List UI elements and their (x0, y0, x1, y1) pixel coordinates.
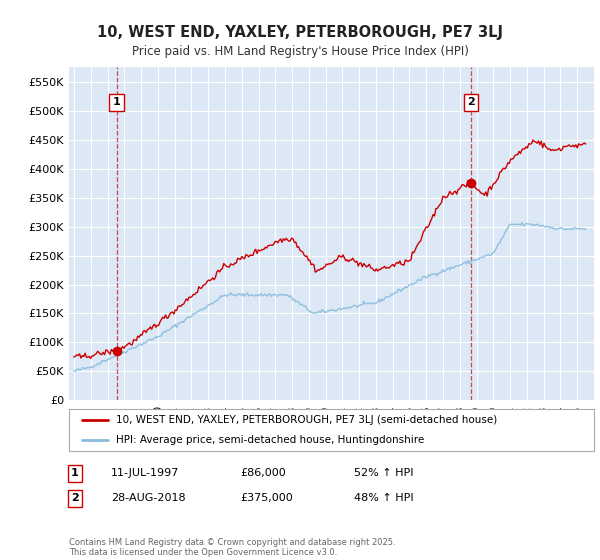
Text: HPI: Average price, semi-detached house, Huntingdonshire: HPI: Average price, semi-detached house,… (116, 435, 425, 445)
Text: £86,000: £86,000 (240, 468, 286, 478)
Text: 1: 1 (71, 468, 79, 478)
Text: 10, WEST END, YAXLEY, PETERBOROUGH, PE7 3LJ: 10, WEST END, YAXLEY, PETERBOROUGH, PE7 … (97, 25, 503, 40)
Text: 2: 2 (71, 493, 79, 503)
Text: Price paid vs. HM Land Registry's House Price Index (HPI): Price paid vs. HM Land Registry's House … (131, 45, 469, 58)
Text: 1: 1 (113, 97, 121, 107)
Text: 52% ↑ HPI: 52% ↑ HPI (354, 468, 413, 478)
Text: 10, WEST END, YAXLEY, PETERBOROUGH, PE7 3LJ (semi-detached house): 10, WEST END, YAXLEY, PETERBOROUGH, PE7 … (116, 415, 497, 425)
Text: 2: 2 (467, 97, 475, 107)
Text: £375,000: £375,000 (240, 493, 293, 503)
Text: 28-AUG-2018: 28-AUG-2018 (111, 493, 185, 503)
Text: 11-JUL-1997: 11-JUL-1997 (111, 468, 179, 478)
Text: Contains HM Land Registry data © Crown copyright and database right 2025.
This d: Contains HM Land Registry data © Crown c… (69, 538, 395, 557)
Text: 48% ↑ HPI: 48% ↑ HPI (354, 493, 413, 503)
